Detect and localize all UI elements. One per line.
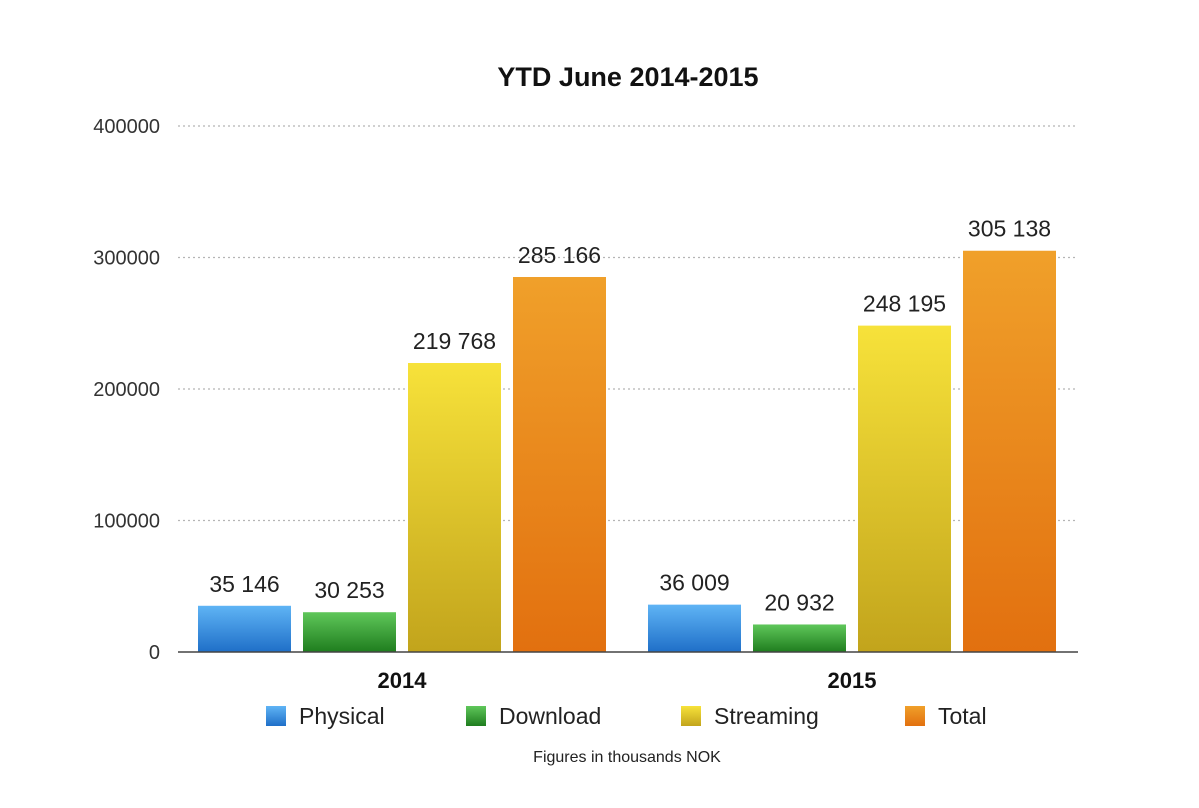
legend: Physical Download Streaming Total: [266, 703, 987, 729]
bar-physical-2014: [198, 605, 291, 652]
legend-label: Physical: [299, 703, 385, 729]
x-category-label: 2014: [378, 668, 428, 693]
bar-streaming-2014: [408, 363, 501, 652]
data-label: 305 138: [968, 216, 1051, 242]
data-label: 36 009: [659, 570, 729, 596]
y-tick-label: 300000: [93, 248, 160, 270]
bar-download-2014: [303, 612, 396, 652]
bar-total-2015: [963, 250, 1056, 652]
x-axis-categories: 2014 2015: [378, 668, 877, 693]
chart-title: YTD June 2014-2015: [497, 62, 758, 92]
x-category-label: 2015: [828, 668, 877, 693]
legend-label: Streaming: [714, 703, 819, 729]
legend-swatch: [905, 706, 925, 726]
legend-label: Download: [499, 703, 601, 729]
data-label: 35 146: [209, 571, 279, 597]
legend-item-physical: Physical: [266, 703, 385, 729]
y-axis-ticks: 0 100000 200000 300000 400000: [93, 116, 160, 664]
data-label: 285 166: [518, 242, 601, 268]
bar-streaming-2015: [858, 325, 951, 652]
footnote: Figures in thousands NOK: [533, 749, 721, 766]
bar-download-2015: [753, 624, 846, 652]
legend-item-streaming: Streaming: [681, 703, 819, 729]
legend-label: Total: [938, 703, 987, 729]
y-tick-label: 200000: [93, 379, 160, 401]
bars: [198, 250, 1056, 652]
legend-item-download: Download: [466, 703, 601, 729]
data-labels: 35 146 30 253 219 768 285 166 36 009 20 932 24…: [209, 216, 1051, 616]
legend-swatch: [466, 706, 486, 726]
data-label: 30 253: [314, 577, 384, 603]
data-label: 20 932: [764, 589, 834, 615]
y-tick-label: 100000: [93, 511, 160, 533]
bar-physical-2015: [648, 604, 741, 652]
legend-swatch: [681, 706, 701, 726]
bar-total-2014: [513, 277, 606, 652]
y-tick-label: 0: [149, 642, 160, 664]
data-label: 248 195: [863, 291, 946, 317]
y-tick-label: 400000: [93, 116, 160, 138]
data-label: 219 768: [413, 328, 496, 354]
legend-swatch: [266, 706, 286, 726]
legend-item-total: Total: [905, 703, 987, 729]
